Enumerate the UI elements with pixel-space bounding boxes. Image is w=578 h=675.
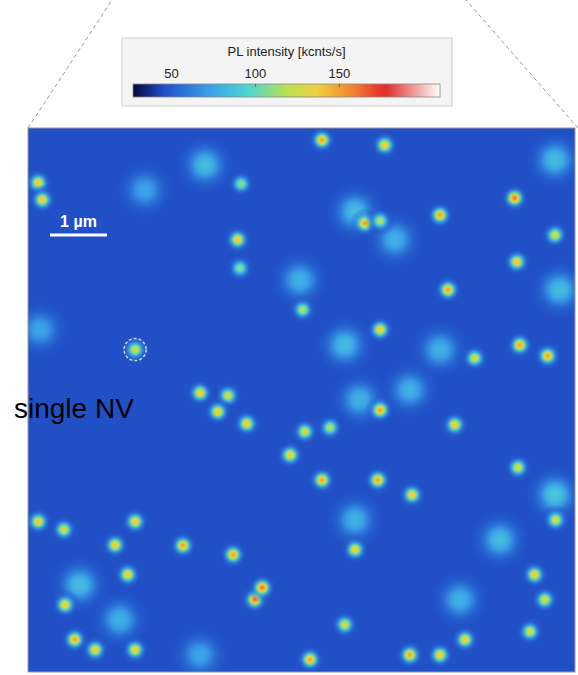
diffuse-cluster <box>470 510 530 570</box>
nv-spot <box>365 395 395 425</box>
diffuse-cluster <box>315 315 375 375</box>
nv-spot <box>541 505 571 535</box>
nv-spot <box>50 590 80 620</box>
nv-spot <box>530 585 560 615</box>
nv-spot <box>340 535 370 565</box>
nv-spot <box>120 635 150 665</box>
nv-spot <box>533 341 563 371</box>
nv-spot <box>28 185 57 215</box>
emitters <box>28 128 575 672</box>
colorbar-tick-label: 150 <box>328 66 350 81</box>
nv-spot <box>503 453 533 483</box>
annotation-circle <box>124 339 146 361</box>
nv-spot <box>80 635 110 665</box>
nv-spot <box>365 315 395 345</box>
nv-spot <box>450 625 480 655</box>
nv-spot <box>502 247 532 277</box>
colorbar-panel <box>122 38 452 106</box>
diffuse-cluster <box>115 160 175 220</box>
nv-spot <box>120 507 150 537</box>
scale-bar <box>50 234 107 237</box>
nv-spot <box>225 253 255 283</box>
nv-spot <box>168 531 198 561</box>
nv-spot <box>515 617 545 647</box>
colorbar-tick-label: 50 <box>164 66 178 81</box>
nv-spot <box>397 480 427 510</box>
nv-spot <box>113 560 143 590</box>
nv-spot <box>120 335 150 365</box>
nv-spot <box>425 200 455 230</box>
nv-spot <box>49 515 79 545</box>
nv-spot <box>226 169 256 199</box>
nv-spot <box>307 465 337 495</box>
annotation-label: single NV <box>14 393 134 424</box>
nv-spot <box>330 610 360 640</box>
colorbar-title: PL intensity [kcnts/s] <box>227 44 345 59</box>
nv-spot <box>218 540 248 570</box>
nv-spot <box>433 275 463 305</box>
nv-spot <box>365 206 395 236</box>
zoom-line <box>28 0 112 128</box>
colorbar-tick <box>171 84 172 87</box>
colorbar-tick-label: 100 <box>245 66 267 81</box>
nv-spot <box>223 225 253 255</box>
nv-spot <box>425 640 455 670</box>
nv-spot <box>232 409 262 439</box>
nv-spot <box>295 644 325 672</box>
nv-spot <box>500 183 530 213</box>
nv-spot <box>315 413 345 443</box>
figure: PL intensity [kcnts/s] 50 100 150 1 µm single… <box>0 0 578 675</box>
nv-spot <box>307 128 337 155</box>
diffuse-cluster <box>430 570 490 630</box>
colorbar-tick <box>255 84 256 87</box>
zoom-line <box>466 0 578 128</box>
nv-spot <box>460 343 490 373</box>
nv-spot <box>540 220 570 250</box>
diffuse-cluster <box>170 625 230 672</box>
nv-spot <box>440 410 470 440</box>
nv-spot <box>370 130 400 160</box>
colorbar-tick <box>339 84 340 87</box>
nv-spot <box>275 440 305 470</box>
nv-spot <box>363 465 393 495</box>
diffuse-cluster <box>525 130 575 190</box>
diffuse-cluster <box>175 135 235 195</box>
nv-spot <box>505 330 535 360</box>
nv-spot <box>395 640 425 670</box>
nv-spot <box>288 295 318 325</box>
nv-spot <box>100 530 130 560</box>
nv-spot <box>203 397 233 427</box>
diffuse-cluster <box>530 260 575 320</box>
nv-spot <box>247 573 277 603</box>
diffuse-cluster <box>28 300 70 360</box>
scale-bar-label: 1 µm <box>60 213 97 230</box>
colorbar <box>133 84 440 97</box>
